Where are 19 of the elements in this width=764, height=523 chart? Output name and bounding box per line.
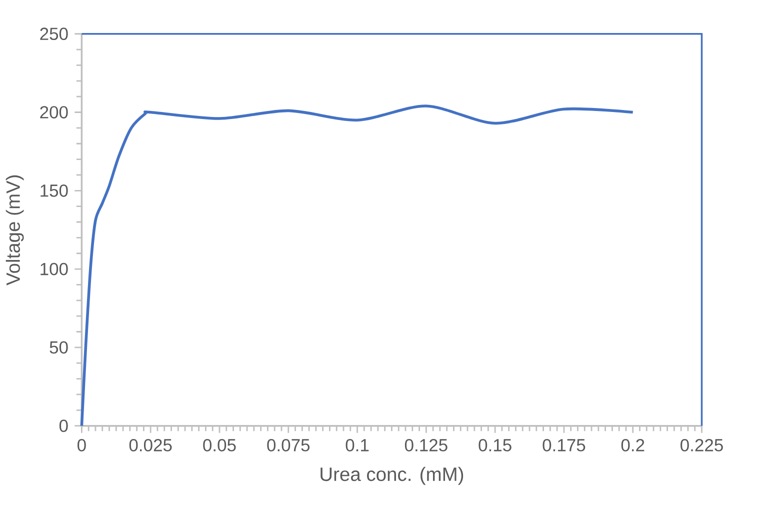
x-tick-label: 0.125 bbox=[404, 439, 448, 452]
y-tick-label: 150 bbox=[40, 184, 68, 197]
x-tick-label: 0.15 bbox=[478, 439, 512, 452]
x-tick-label: 0.2 bbox=[621, 439, 644, 452]
y-tick-label: 100 bbox=[40, 262, 68, 276]
y-tick-label: 200 bbox=[40, 106, 68, 118]
x-tick-label: 0 bbox=[78, 439, 86, 452]
y-tick-label: 0 bbox=[59, 420, 68, 432]
x-tick-label: 0.025 bbox=[129, 439, 172, 452]
x-tick-label: 0.075 bbox=[267, 439, 310, 452]
y-tick-label: 250 bbox=[40, 28, 68, 40]
x-tick-label: 0.1 bbox=[346, 439, 369, 452]
x-tick-label: 0.225 bbox=[680, 439, 723, 452]
y-tick-label: 50 bbox=[50, 341, 68, 354]
y-axis-title: Voltage (mV) bbox=[6, 175, 24, 286]
x-tick-label: 0.05 bbox=[203, 439, 236, 452]
x-tick-label: 0.175 bbox=[542, 439, 586, 452]
x-axis-title: Urea conc. (mM) bbox=[320, 466, 464, 485]
line-series bbox=[80, 104, 634, 428]
